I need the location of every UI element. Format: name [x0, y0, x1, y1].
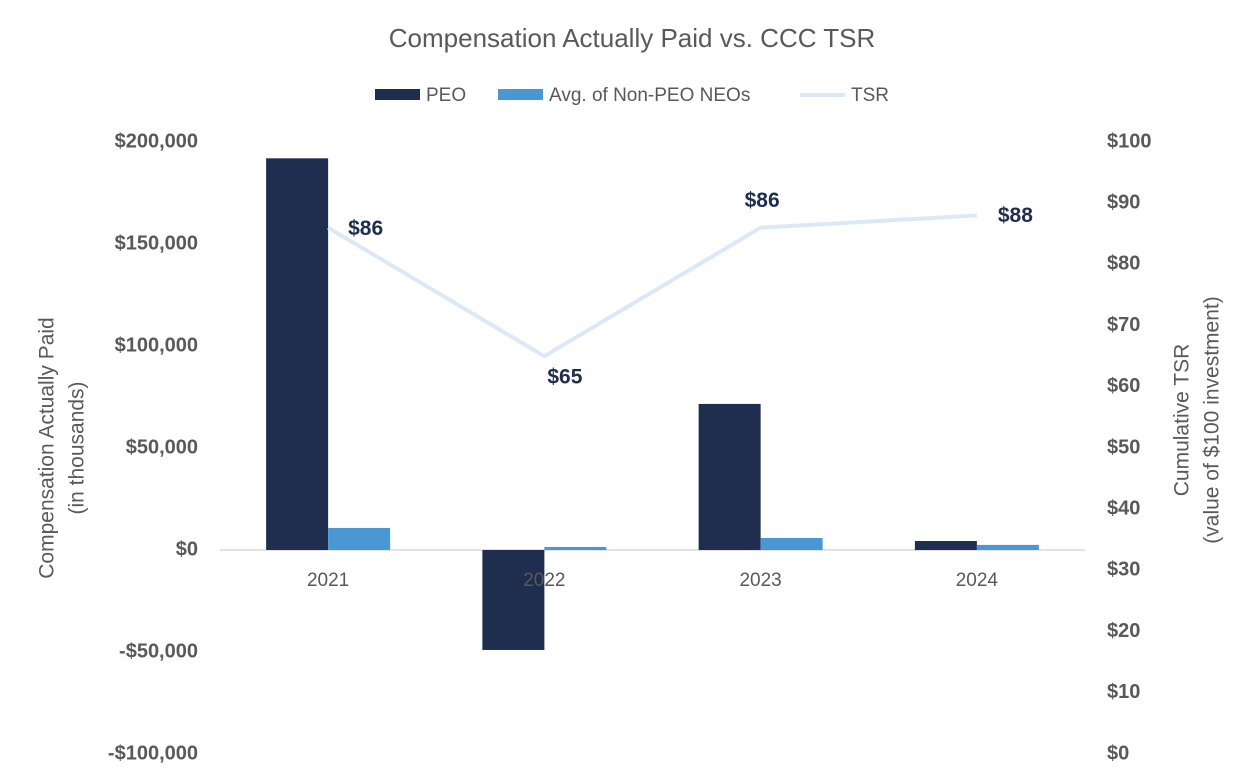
- y2-tick-label: $20: [1107, 620, 1140, 642]
- y2-tick-label: $40: [1107, 497, 1140, 519]
- data-label: $65: [547, 366, 582, 389]
- y-tick-label: $200,000: [115, 130, 198, 152]
- x-tick-label: 2023: [739, 570, 781, 591]
- data-label: $88: [998, 204, 1033, 227]
- y-tick-label: $0: [176, 538, 198, 560]
- y2-axis-title: Cumulative TSR: [1171, 344, 1194, 497]
- legend-swatch: [498, 89, 543, 100]
- bar: [698, 403, 761, 550]
- y2-tick-label: $30: [1107, 559, 1140, 581]
- data-label: $86: [348, 217, 383, 240]
- y2-tick-label: $100: [1107, 130, 1152, 152]
- legend-label: Avg. of Non-PEO NEOs: [549, 85, 750, 106]
- bar: [760, 537, 823, 550]
- tsr-line: [327, 213, 977, 359]
- y2-tick-label: $70: [1107, 314, 1140, 336]
- legend-label: PEO: [426, 85, 466, 106]
- y2-tick-label: $90: [1107, 191, 1140, 213]
- y2-tick-label: $50: [1107, 436, 1140, 458]
- y2-tick-label: $10: [1107, 681, 1140, 703]
- y2-tick-label: $60: [1107, 375, 1140, 397]
- y2-tick-label: $80: [1107, 253, 1140, 275]
- chart-title: Compensation Actually Paid vs. CCC TSR: [389, 23, 876, 53]
- x-tick-label: 2024: [956, 570, 999, 591]
- y2-tick-label: $0: [1107, 742, 1129, 764]
- bar: [328, 527, 391, 550]
- data-label: $86: [745, 189, 780, 212]
- y-tick-label: -$100,000: [108, 742, 198, 764]
- y-axis-title: (in thousands): [66, 381, 89, 514]
- bar: [544, 546, 607, 550]
- bar: [266, 158, 329, 550]
- y-tick-label: -$50,000: [119, 640, 198, 662]
- y-axis-title: Compensation Actually Paid: [36, 317, 59, 579]
- legend-label: TSR: [851, 85, 889, 106]
- bar: [914, 541, 977, 550]
- x-tick-label: 2022: [523, 570, 565, 591]
- legend-swatch: [375, 89, 420, 100]
- bar: [976, 544, 1039, 550]
- y-tick-label: $50,000: [126, 436, 198, 458]
- y-tick-label: $150,000: [115, 232, 198, 254]
- x-tick-label: 2021: [307, 570, 349, 591]
- bar: [482, 550, 545, 650]
- y2-axis-title: (value of $100 investment): [1201, 296, 1224, 543]
- y-tick-label: $100,000: [115, 334, 198, 356]
